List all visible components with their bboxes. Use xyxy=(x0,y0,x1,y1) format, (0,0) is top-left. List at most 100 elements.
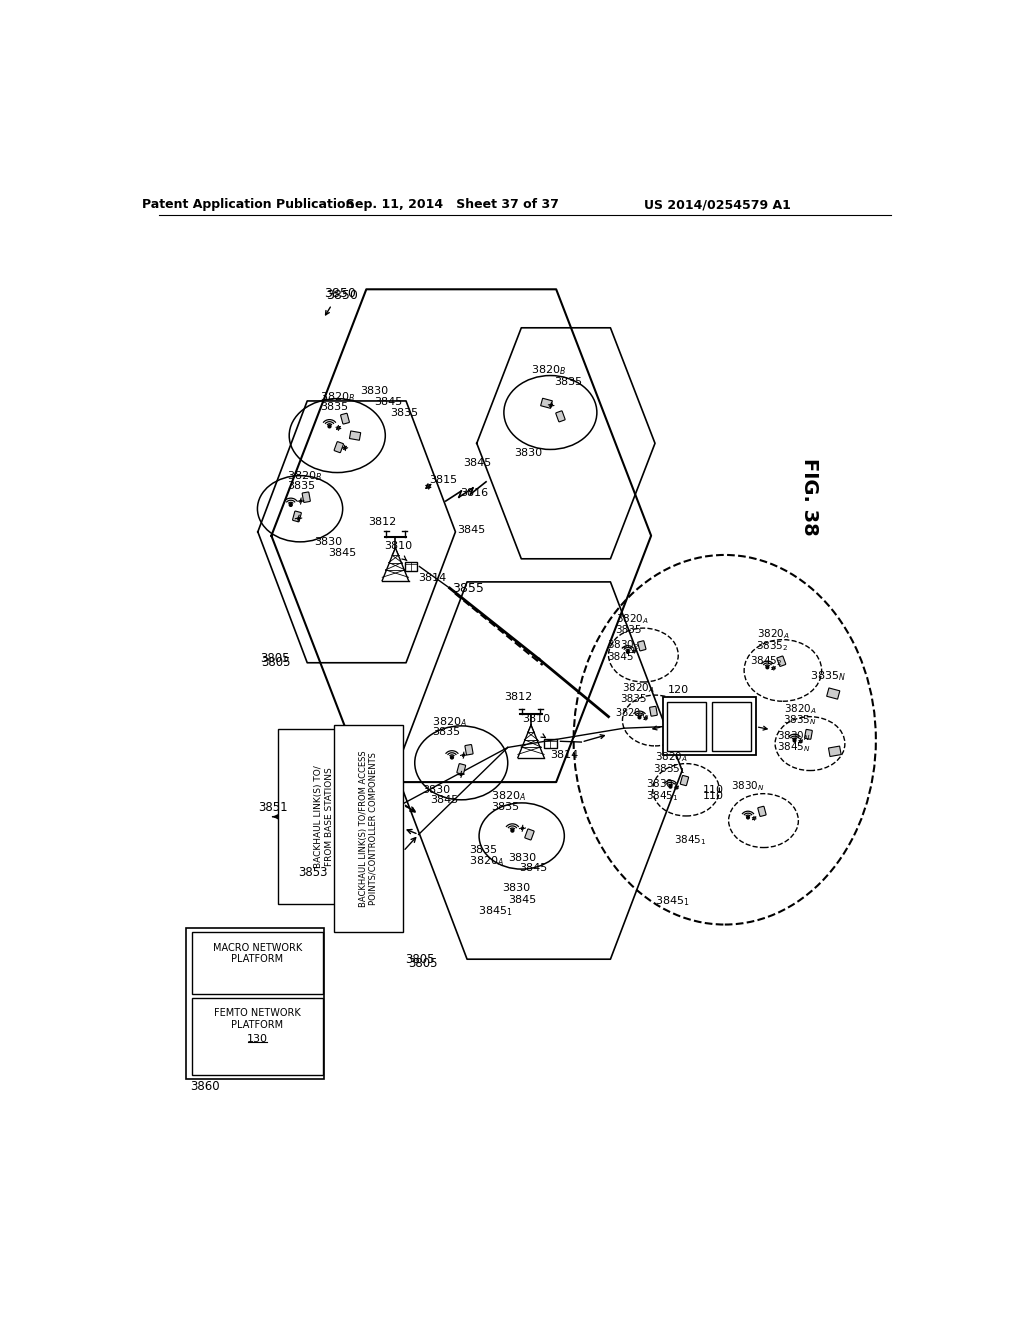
Bar xyxy=(191,932,324,994)
Text: 3845$_1$: 3845$_1$ xyxy=(655,895,689,908)
Text: 3850: 3850 xyxy=(326,289,357,302)
Text: 3835: 3835 xyxy=(469,845,497,855)
Text: 3830: 3830 xyxy=(360,385,389,396)
Text: 3845$_2$: 3845$_2$ xyxy=(750,655,782,668)
Text: 120: 120 xyxy=(669,685,689,694)
FancyBboxPatch shape xyxy=(334,442,343,453)
Bar xyxy=(713,702,751,751)
Text: 3850: 3850 xyxy=(324,286,356,300)
Text: 3820$_A$: 3820$_A$ xyxy=(655,751,688,764)
Text: 3830: 3830 xyxy=(503,883,530,894)
Circle shape xyxy=(511,829,514,832)
Circle shape xyxy=(290,503,292,507)
Text: 3805: 3805 xyxy=(406,953,435,966)
Bar xyxy=(663,697,756,755)
Text: 3805: 3805 xyxy=(261,656,291,669)
Text: 3845: 3845 xyxy=(458,524,485,535)
Text: 3812: 3812 xyxy=(504,693,532,702)
Text: BACKHAUL LINK(S) TO/FROM ACCESS
POINTS/CONTROLLER COMPONENTS: BACKHAUL LINK(S) TO/FROM ACCESS POINTS/C… xyxy=(358,750,378,907)
Text: 3851: 3851 xyxy=(258,801,288,814)
Text: 3820$_A$: 3820$_A$ xyxy=(622,681,654,696)
FancyBboxPatch shape xyxy=(556,411,565,422)
Text: US 2014/0254579 A1: US 2014/0254579 A1 xyxy=(643,198,791,211)
Text: 3830: 3830 xyxy=(314,537,342,546)
Text: 3845$_N$: 3845$_N$ xyxy=(777,741,811,754)
Text: 3820$_A$: 3820$_A$ xyxy=(432,715,467,729)
Bar xyxy=(191,998,324,1074)
Text: 3812: 3812 xyxy=(369,517,396,527)
Text: 3820$_B$: 3820$_B$ xyxy=(531,363,566,378)
Text: 3820$_B$: 3820$_B$ xyxy=(287,469,323,483)
Text: 3845: 3845 xyxy=(607,652,634,661)
Circle shape xyxy=(328,425,331,428)
Circle shape xyxy=(746,816,750,818)
Text: 3820$_A$: 3820$_A$ xyxy=(784,702,817,715)
Text: 3830: 3830 xyxy=(508,853,536,862)
Text: 3845: 3845 xyxy=(519,862,548,873)
Circle shape xyxy=(638,715,641,719)
FancyBboxPatch shape xyxy=(680,776,688,785)
FancyBboxPatch shape xyxy=(638,640,646,651)
Text: 3816: 3816 xyxy=(460,488,487,499)
Text: 3815: 3815 xyxy=(429,475,457,486)
Text: 3830$_N$: 3830$_N$ xyxy=(777,729,811,743)
Text: 3820$_A$: 3820$_A$ xyxy=(469,854,504,867)
FancyBboxPatch shape xyxy=(302,492,310,503)
Text: 3814: 3814 xyxy=(419,573,446,583)
Text: 3845$_1$: 3845$_1$ xyxy=(478,904,513,919)
Text: 3835: 3835 xyxy=(321,403,348,412)
Circle shape xyxy=(627,651,629,653)
Text: 3820$_A$: 3820$_A$ xyxy=(616,612,649,626)
Text: 3845: 3845 xyxy=(430,795,459,805)
Text: 3855: 3855 xyxy=(452,582,483,594)
Text: 3845$_1$: 3845$_1$ xyxy=(646,789,678,803)
Text: 3835$_N$: 3835$_N$ xyxy=(783,714,816,727)
FancyBboxPatch shape xyxy=(349,430,360,441)
Text: 3853: 3853 xyxy=(299,866,328,879)
Text: 3835: 3835 xyxy=(554,376,583,387)
Text: 3845: 3845 xyxy=(328,548,356,558)
Text: CC: CC xyxy=(679,722,695,731)
Text: 3860: 3860 xyxy=(190,1080,219,1093)
FancyBboxPatch shape xyxy=(758,807,766,816)
Circle shape xyxy=(669,785,672,788)
Text: 3820$_B$: 3820$_B$ xyxy=(321,391,355,404)
Text: 3820$_A$: 3820$_A$ xyxy=(490,789,526,803)
FancyBboxPatch shape xyxy=(525,829,535,840)
Text: 3830$_N$: 3830$_N$ xyxy=(731,779,765,793)
Text: Patent Application Publication: Patent Application Publication xyxy=(142,198,354,211)
Text: 3835: 3835 xyxy=(490,801,519,812)
FancyBboxPatch shape xyxy=(341,413,349,424)
FancyBboxPatch shape xyxy=(826,688,840,700)
Text: 3835$_1$: 3835$_1$ xyxy=(653,762,686,776)
Bar xyxy=(544,739,557,748)
FancyBboxPatch shape xyxy=(457,764,466,775)
Text: 3845$_1$: 3845$_1$ xyxy=(675,833,707,846)
Text: 3835$_2$: 3835$_2$ xyxy=(756,639,788,652)
Circle shape xyxy=(766,667,769,669)
Bar xyxy=(186,928,324,1078)
Text: 3845: 3845 xyxy=(463,458,492,467)
FancyBboxPatch shape xyxy=(777,656,785,667)
Text: 3810: 3810 xyxy=(521,714,550,723)
Text: 3830: 3830 xyxy=(423,785,451,795)
Text: 3835: 3835 xyxy=(287,480,315,491)
Text: FEMTO NETWORK: FEMTO NETWORK xyxy=(214,1008,301,1018)
FancyBboxPatch shape xyxy=(649,706,657,717)
Text: 3835$_N$: 3835$_N$ xyxy=(810,669,846,682)
Text: 3835: 3835 xyxy=(614,624,641,635)
Text: 130: 130 xyxy=(247,1034,268,1044)
FancyBboxPatch shape xyxy=(465,744,473,755)
Text: BACKHAUL LINK(S) TO/
FROM BASE STATIONS: BACKHAUL LINK(S) TO/ FROM BASE STATIONS xyxy=(314,766,334,869)
Text: 3805: 3805 xyxy=(409,957,438,970)
Text: 3830$_2$: 3830$_2$ xyxy=(607,638,639,652)
Text: 3830$_1$: 3830$_1$ xyxy=(646,777,678,791)
Text: PLATFORM: PLATFORM xyxy=(231,954,284,964)
FancyBboxPatch shape xyxy=(293,511,301,521)
FancyBboxPatch shape xyxy=(541,399,552,408)
Text: 3814: 3814 xyxy=(550,750,579,760)
Bar xyxy=(404,561,417,572)
Text: 3820$_A$: 3820$_A$ xyxy=(758,627,791,642)
Circle shape xyxy=(451,756,454,759)
Text: 3820$_{A_T}$: 3820$_{A_T}$ xyxy=(614,706,649,722)
